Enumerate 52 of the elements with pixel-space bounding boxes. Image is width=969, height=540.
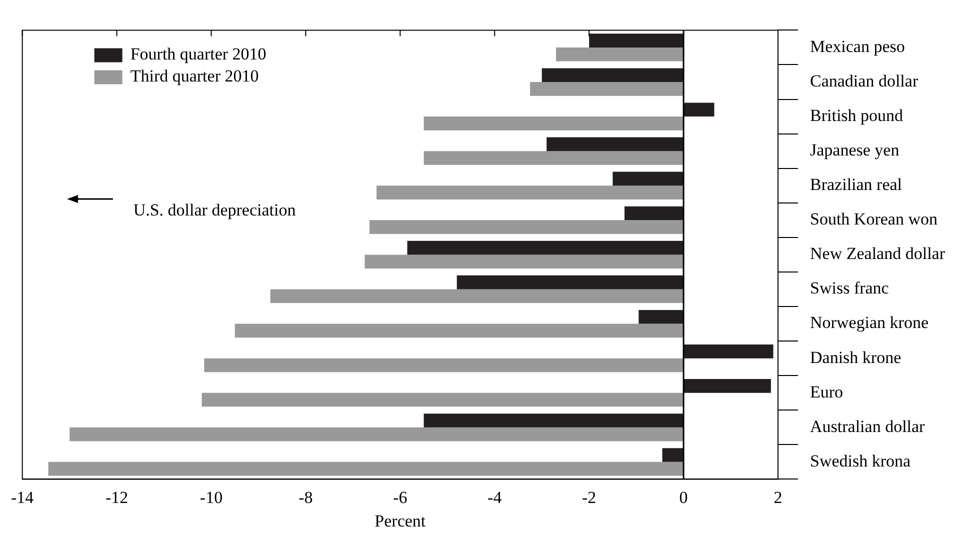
- bar: [204, 358, 684, 372]
- bar: [612, 172, 684, 186]
- y-tick-label: Danish krone: [810, 348, 902, 367]
- x-tick-label: -8: [298, 488, 313, 507]
- y-tick-label: Australian dollar: [810, 416, 926, 436]
- x-tick-label: 0: [679, 488, 688, 507]
- y-tick-label: Swiss franc: [810, 278, 890, 298]
- y-tick-label: Canadian dollar: [810, 71, 918, 90]
- y-tick-label: Swedish krona: [810, 451, 912, 470]
- bar: [376, 186, 684, 200]
- bar: [684, 379, 771, 393]
- y-tick-label: New Zealand dollar: [810, 244, 946, 264]
- y-tick-label: British pound: [810, 106, 904, 126]
- bar: [556, 47, 684, 62]
- x-tick-label: -4: [488, 488, 502, 507]
- x-axis-title: Percent: [374, 511, 426, 530]
- bar: [234, 324, 684, 338]
- y-tick-label: Euro: [810, 382, 844, 402]
- y-tick-label: Mexican peso: [810, 36, 905, 56]
- x-tick-label: -6: [393, 488, 408, 507]
- x-tick-label: 2: [774, 488, 782, 507]
- bar: [624, 206, 684, 220]
- bar: [424, 151, 684, 165]
- x-tick-label: -14: [10, 488, 34, 507]
- bar: [424, 414, 684, 428]
- bar: [684, 344, 774, 358]
- bar: [542, 68, 684, 82]
- legend-label: Third quarter 2010: [130, 66, 259, 86]
- bar: [456, 275, 684, 290]
- x-tick-label: -10: [200, 488, 223, 507]
- x-tick-label: -2: [582, 488, 596, 507]
- bar: [369, 220, 684, 234]
- annotation: U.S. dollar depreciation: [133, 200, 296, 220]
- bar: [202, 392, 684, 407]
- y-tick-label: Japanese yen: [810, 140, 900, 160]
- y-tick-label: Brazilian real: [810, 175, 902, 194]
- bar: [546, 137, 684, 152]
- x-tick-label: -12: [105, 488, 128, 507]
- y-tick-label: Norwegian krone: [810, 313, 929, 332]
- bar: [638, 310, 684, 324]
- bar: [70, 427, 684, 442]
- bar: [589, 34, 684, 48]
- bar: [48, 462, 684, 476]
- bar: [684, 102, 714, 117]
- bar: [407, 240, 684, 255]
- bar: [424, 116, 684, 130]
- bar: [530, 82, 684, 96]
- bar: [270, 289, 684, 304]
- bar: [662, 448, 684, 462]
- y-tick-label: South Korean won: [810, 210, 938, 229]
- bar: [364, 254, 684, 269]
- legend-label: Fourth quarter 2010: [130, 44, 266, 64]
